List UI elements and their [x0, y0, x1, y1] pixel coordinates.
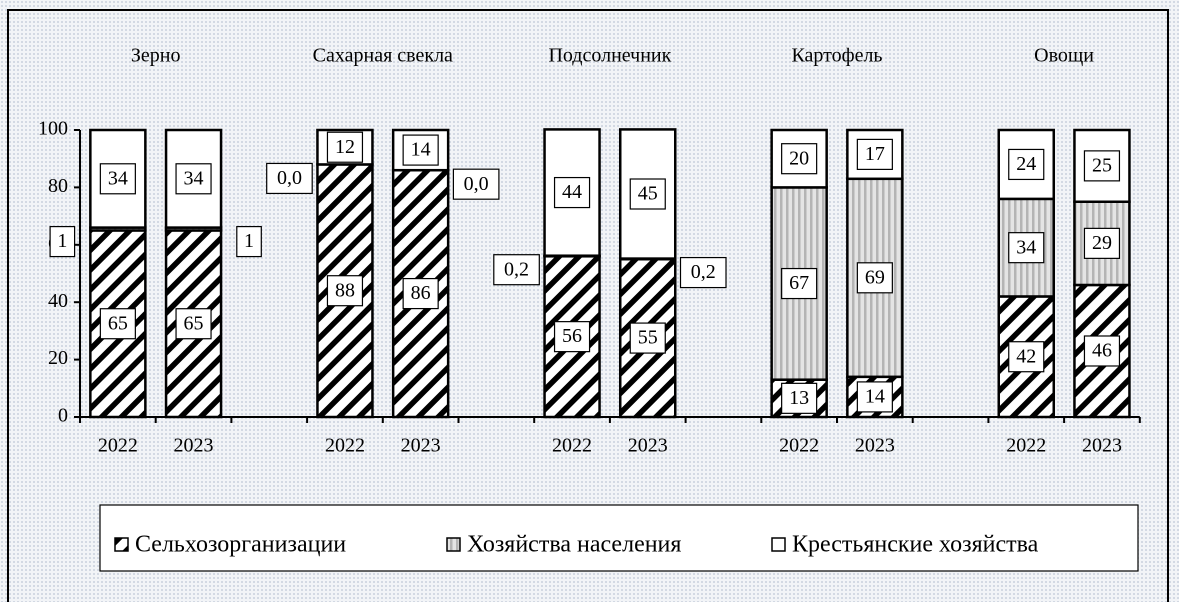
value-label-box	[679, 256, 727, 289]
value-label: 45	[638, 183, 658, 205]
value-label: 65	[108, 312, 128, 334]
value-label-box	[1008, 232, 1045, 264]
x-tick-label: 2022	[325, 435, 365, 457]
value-label-box	[175, 163, 212, 195]
value-label: 0,0	[277, 167, 302, 189]
bar-segment	[846, 128, 904, 181]
value-label-box	[326, 131, 364, 163]
value-label: 34	[108, 167, 128, 189]
value-label: 65	[184, 312, 204, 334]
value-label: 17	[865, 143, 885, 165]
value-label: 14	[411, 139, 431, 161]
value-label-box	[856, 381, 893, 413]
value-label-box	[1083, 335, 1121, 367]
value-label: 20	[789, 147, 809, 169]
value-label: 14	[865, 386, 885, 408]
value-label: 34	[1016, 236, 1036, 258]
value-label: 0,2	[691, 261, 716, 283]
x-tick-label: 2022	[552, 435, 592, 457]
value-label-box	[1008, 341, 1045, 373]
value-label-box	[781, 382, 818, 414]
value-label-box	[99, 308, 136, 340]
value-label: 88	[335, 279, 355, 301]
value-label-box	[781, 267, 818, 300]
value-label-box	[629, 322, 666, 354]
group-label: Подсолнечник	[548, 45, 671, 67]
x-tick-label: 2022	[779, 435, 819, 457]
x-tick-label: 2023	[1082, 435, 1122, 457]
group-label: Зерно	[131, 45, 181, 67]
value-label: 13	[789, 387, 809, 409]
value-label-box	[856, 262, 893, 294]
value-label-box	[175, 308, 212, 340]
x-tick-label: 2023	[174, 435, 214, 457]
value-label-box	[553, 176, 591, 209]
value-label: 46	[1092, 340, 1112, 362]
x-tick-label: 2023	[401, 435, 441, 457]
value-label: 25	[1092, 154, 1112, 176]
x-tick-label: 2023	[855, 435, 895, 457]
value-label: 86	[411, 282, 431, 304]
x-tick-label: 2023	[628, 435, 668, 457]
value-label-box	[236, 225, 262, 258]
value-label-box	[553, 321, 591, 353]
value-label-box	[493, 254, 540, 286]
value-label-box	[49, 225, 76, 258]
value-label-box	[402, 134, 439, 166]
y-tick-label: 80	[48, 175, 68, 197]
legend-marker	[771, 537, 786, 552]
value-label-box	[99, 163, 136, 195]
x-tick-label: 2022	[1006, 435, 1046, 457]
legend-label: Хозяйства населения	[467, 532, 681, 558]
legend-marker	[114, 537, 129, 552]
legend-box	[99, 504, 1139, 572]
value-label: 69	[865, 266, 885, 288]
y-tick-label: 100	[38, 118, 68, 140]
value-label: 0,2	[504, 258, 529, 280]
value-label-box	[1083, 227, 1121, 259]
value-label: 24	[1016, 153, 1036, 175]
value-label-box	[326, 275, 364, 307]
y-tick-label: 0	[58, 405, 68, 427]
group-label: Картофель	[791, 45, 882, 67]
y-tick-label: 40	[48, 290, 68, 312]
group-label: Сахарная свекла	[313, 45, 453, 67]
value-label: 56	[562, 325, 582, 347]
value-label-box	[1008, 148, 1045, 181]
value-label: 1	[57, 230, 67, 252]
value-label: 12	[335, 136, 355, 158]
value-label-box	[856, 138, 893, 170]
x-tick-label: 2022	[98, 435, 138, 457]
value-label: 1	[244, 230, 254, 252]
value-label-box	[402, 277, 439, 310]
legend-label: Сельхозорганизации	[135, 532, 346, 558]
value-label-box	[1083, 150, 1121, 182]
value-label: 44	[562, 181, 582, 203]
value-label: 67	[789, 272, 809, 294]
frame	[7, 9, 1169, 602]
value-label: 0,0	[464, 173, 489, 195]
legend-label: Крестьянские хозяйства	[792, 532, 1039, 558]
value-label-box	[629, 178, 666, 210]
value-label: 29	[1092, 232, 1112, 254]
legend-marker	[446, 537, 461, 552]
value-label: 42	[1016, 345, 1036, 367]
value-label-box	[781, 143, 818, 175]
value-label-box	[452, 168, 500, 200]
value-label: 34	[184, 167, 204, 189]
group-label: Овощи	[1034, 45, 1094, 67]
y-tick-label: 20	[48, 347, 68, 369]
value-label-box	[266, 162, 313, 195]
value-label: 55	[638, 327, 658, 349]
